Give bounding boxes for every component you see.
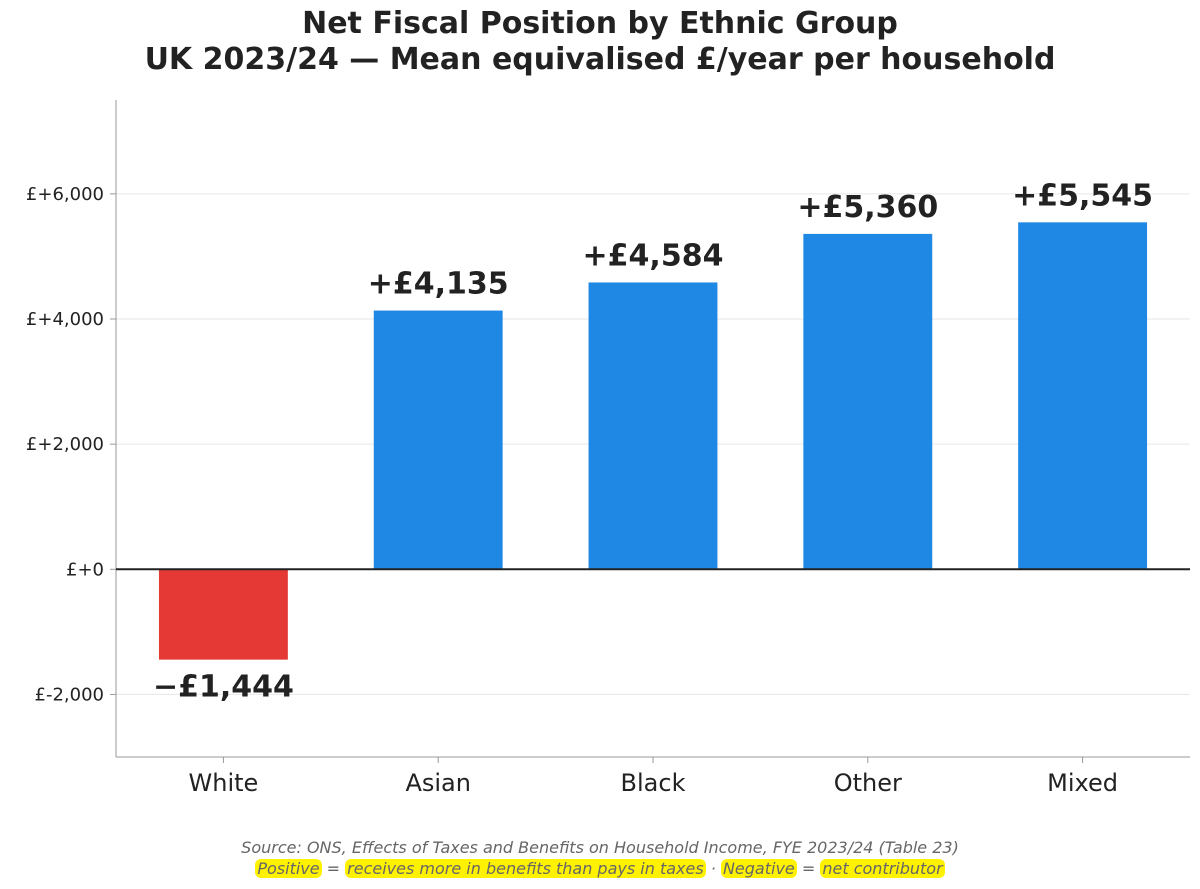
data-label: +£5,545 — [1012, 178, 1153, 213]
y-tick-label: £+2,000 — [26, 434, 104, 455]
y-tick-label: £+4,000 — [26, 309, 104, 330]
equals-sign: = — [796, 859, 821, 878]
bar — [158, 569, 288, 660]
y-tick-label: £+6,000 — [26, 184, 104, 205]
equals-sign: = — [321, 859, 346, 878]
bar — [588, 282, 718, 570]
negative-meaning: net contributor — [820, 859, 945, 878]
y-tick-label: £+0 — [66, 559, 104, 580]
x-tick-label: Other — [834, 769, 902, 797]
x-tick-label: Mixed — [1047, 769, 1118, 797]
bar — [373, 310, 503, 570]
bars — [158, 222, 1148, 660]
x-tick-label: Asian — [405, 769, 471, 797]
data-label: +£5,360 — [797, 190, 938, 225]
separator: · — [705, 859, 721, 878]
y-tick-label: £-2,000 — [35, 684, 104, 705]
data-label: −£1,444 — [153, 670, 294, 705]
x-tick-label: Black — [621, 769, 686, 797]
positive-meaning: receives more in benefits than pays in t… — [345, 859, 706, 878]
footnote: Source: ONS, Effects of Taxes and Benefi… — [0, 837, 1200, 879]
negative-term: Negative — [720, 859, 797, 878]
bar — [1018, 222, 1148, 570]
legend-note: Positive = receives more in benefits tha… — [0, 858, 1200, 879]
chart-title: Net Fiscal Position by Ethnic Group UK 2… — [0, 6, 1200, 78]
axes: £-2,000 £+0 £+2,000 £+4,000 £+6,000 White Asia… — [26, 100, 1190, 797]
source-note: Source: ONS, Effects of Taxes and Benefi… — [241, 838, 959, 857]
bar — [803, 233, 933, 570]
chart-title-line: Net Fiscal Position by Ethnic Group — [302, 6, 898, 41]
x-tick-label: White — [189, 769, 259, 797]
positive-term: Positive — [255, 859, 322, 878]
data-label: +£4,135 — [368, 267, 509, 302]
data-labels: −£1,444 +£4,135 +£4,584 +£5,360 +£5,545 — [153, 178, 1153, 704]
chart-subtitle-line: UK 2023/24 — Mean equivalised £/year per… — [144, 42, 1056, 77]
data-label: +£4,584 — [583, 238, 724, 273]
